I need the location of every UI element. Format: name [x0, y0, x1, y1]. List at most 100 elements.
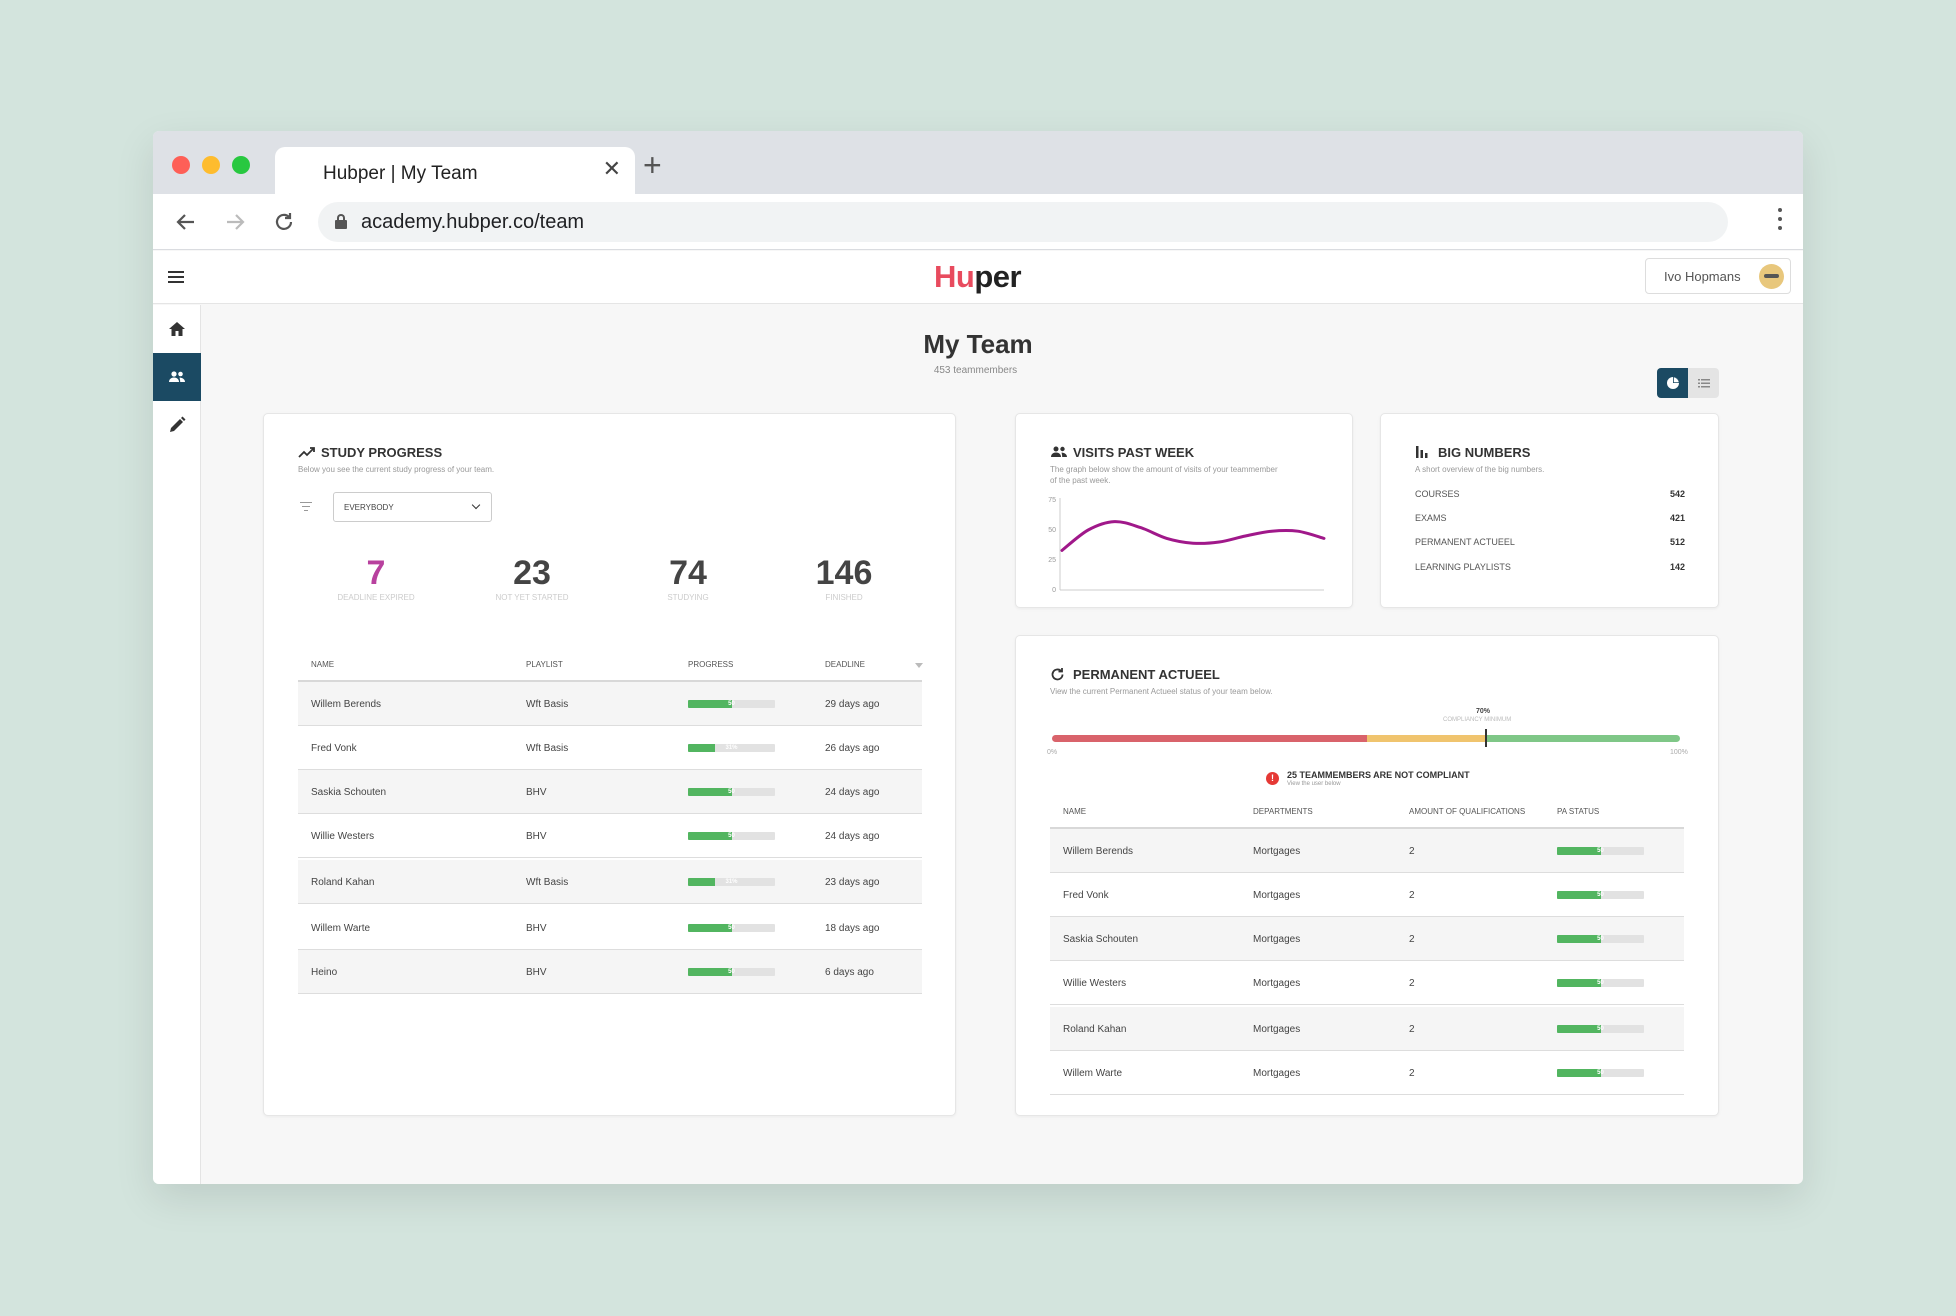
compliance-marker [1485, 729, 1488, 747]
study-progress-title: STUDY PROGRESS [321, 445, 443, 460]
row-department: Mortgages [1253, 846, 1301, 857]
maximize-window-button[interactable] [232, 156, 250, 174]
pa-column-header-qualifications[interactable]: AMOUNT OF QUALIFICATIONS [1409, 807, 1526, 816]
row-name: Heino [311, 967, 338, 978]
stat-finished: 146 FINISHED [815, 554, 873, 602]
table-row[interactable]: Heino BHV 50 6 days ago [298, 950, 922, 994]
browser-toolbar: academy.hubper.co/team [153, 194, 1803, 250]
url-text[interactable]: academy.hubper.co/team [361, 211, 585, 233]
column-header-playlist[interactable]: PLAYLIST [526, 660, 563, 669]
table-row[interactable]: Willem Warte BHV 50 18 days ago [298, 906, 922, 950]
browser-tab[interactable]: Hubper | My Team ✕ [275, 147, 635, 194]
table-row[interactable]: Fred Vonk Mortgages 2 50 [1050, 873, 1684, 917]
visits-line-chart: 75 50 25 0 [1048, 497, 1326, 594]
chevron-down-icon [471, 500, 481, 510]
user-menu-button[interactable]: Ivo Hopmans [1645, 258, 1791, 294]
tab-title: Hubper | My Team [323, 163, 478, 184]
column-header-deadline[interactable]: DEADLINE [825, 660, 866, 669]
sort-icon[interactable] [915, 663, 923, 668]
team-filter-select[interactable]: EVERYBODY [333, 492, 492, 522]
sidebar-item-home[interactable] [153, 305, 201, 353]
permanent-actueel-card: PERMANENT ACTUEEL View the current Perma… [1015, 635, 1719, 1116]
y-tick-label: 0 [1052, 587, 1056, 594]
scale-min: 0% [1047, 749, 1058, 756]
row-department: Mortgages [1253, 1068, 1301, 1079]
visits-title: VISITS PAST WEEK [1073, 445, 1195, 460]
progress-label: 50 [728, 969, 735, 975]
table-row[interactable]: Roland Kahan Wft Basis 31% 23 days ago [298, 860, 922, 904]
minimize-window-button[interactable] [202, 156, 220, 174]
pa-status-bar: 50 [1557, 1025, 1644, 1033]
pa-status-label: 50 [1597, 892, 1604, 898]
people-icon [1051, 446, 1067, 457]
pa-status-bar: 50 [1557, 891, 1644, 899]
table-row[interactable]: Roland Kahan Mortgages 2 50 [1050, 1007, 1684, 1051]
big-number-learning-playlists: LEARNING PLAYLISTS 142 [1415, 562, 1685, 572]
row-name: Roland Kahan [311, 877, 375, 888]
big-number-courses: COURSES 542 [1415, 489, 1685, 499]
column-header-name[interactable]: NAME [311, 660, 335, 669]
row-deadline: 18 days ago [825, 923, 880, 934]
browser-menu-icon[interactable] [1777, 208, 1783, 234]
user-name: Ivo Hopmans [1664, 269, 1741, 284]
close-window-button[interactable] [172, 156, 190, 174]
row-department: Mortgages [1253, 978, 1301, 989]
arrow-right-icon [227, 214, 245, 230]
hamburger-menu-icon[interactable] [168, 271, 184, 283]
row-department: Mortgages [1253, 934, 1301, 945]
pa-status-bar: 50 [1557, 847, 1644, 855]
chart-view-button[interactable] [1657, 368, 1688, 398]
table-row[interactable]: Willem Warte Mortgages 2 50 [1050, 1051, 1684, 1095]
study-progress-card: STUDY PROGRESS Below you see the current… [263, 413, 956, 1116]
row-qualifications: 2 [1409, 890, 1415, 901]
home-icon [169, 322, 185, 336]
row-qualifications: 2 [1409, 846, 1415, 857]
trending-up-icon [298, 447, 315, 458]
progress-label: 50 [728, 701, 735, 707]
table-row[interactable]: Willie Westers Mortgages 2 50 [1050, 961, 1684, 1005]
new-tab-button[interactable]: + [643, 147, 662, 183]
table-row[interactable]: Fred Vonk Wft Basis 31% 26 days ago [298, 726, 922, 770]
row-playlist: BHV [526, 923, 547, 934]
pa-column-header-name[interactable]: NAME [1063, 807, 1087, 816]
pa-status-bar: 50 [1557, 935, 1644, 943]
table-row[interactable]: Willem Berends Wft Basis 50 29 days ago [298, 682, 922, 726]
filter-icon[interactable] [300, 502, 312, 514]
column-header-progress[interactable]: PROGRESS [688, 660, 734, 669]
row-playlist: Wft Basis [526, 743, 569, 754]
pa-status-label: 50 [1597, 848, 1604, 854]
row-name: Saskia Schouten [311, 787, 387, 798]
big-number-exams: EXAMS 421 [1415, 513, 1685, 523]
hubper-logo[interactable]: Huper [934, 259, 1022, 294]
big-number-permanent-actueel: PERMANENT ACTUEEL 512 [1415, 537, 1685, 547]
sidebar-item-team[interactable] [153, 353, 201, 401]
address-bar[interactable]: academy.hubper.co/team [318, 202, 1728, 242]
row-name: Fred Vonk [311, 743, 357, 754]
table-row[interactable]: Saskia Schouten Mortgages 2 50 [1050, 917, 1684, 961]
progress-bar: 31% [688, 878, 775, 886]
row-name: Saskia Schouten [1063, 934, 1139, 945]
big-numbers-title: BIG NUMBERS [1438, 445, 1531, 460]
tab-close-icon[interactable]: ✕ [602, 156, 621, 181]
team-filter-value: EVERYBODY [344, 503, 394, 512]
avatar [1759, 264, 1784, 289]
progress-label: 50 [728, 789, 735, 795]
reload-button[interactable] [268, 206, 300, 238]
permanent-actueel-subtitle: View the current Permanent Actueel statu… [1050, 687, 1273, 696]
browser-window: Hubper | My Team ✕ + academy.hubper.co/t… [153, 131, 1803, 1184]
pa-column-header-status[interactable]: PA STATUS [1557, 807, 1600, 816]
pa-column-header-departments[interactable]: DEPARTMENTS [1253, 807, 1313, 816]
back-button[interactable] [170, 206, 202, 238]
pa-status-label: 50 [1597, 980, 1604, 986]
sidebar-item-edit[interactable] [153, 401, 201, 449]
row-playlist: Wft Basis [526, 699, 569, 710]
table-row[interactable]: Willie Westers BHV 50 24 days ago [298, 814, 922, 858]
compliance-bar [1052, 735, 1680, 742]
table-row[interactable]: Saskia Schouten BHV 50 24 days ago [298, 770, 922, 814]
view-users-link[interactable]: View the user below [1287, 781, 1341, 787]
list-view-button[interactable] [1688, 368, 1719, 398]
forward-button[interactable] [219, 206, 251, 238]
table-row[interactable]: Willem Berends Mortgages 2 50 [1050, 829, 1684, 873]
pa-status-bar: 50 [1557, 1069, 1644, 1077]
compliance-percent: 70% [1476, 708, 1491, 715]
